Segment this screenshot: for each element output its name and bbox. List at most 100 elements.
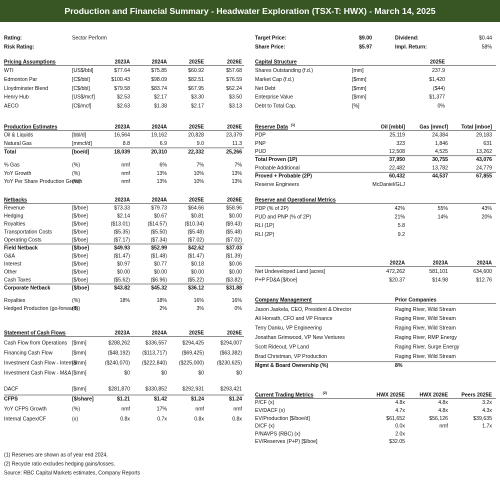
table-cell: $58.96 [226,205,242,211]
table-cell: 29,183 [476,133,492,139]
summary-cell: Rating: [4,35,22,41]
table-cell: $336,557 [145,340,167,346]
table-cell: ($1.48) [151,253,168,259]
table-cell: ($69,425) [182,350,204,356]
table-cell: PDP [255,133,266,139]
column-header: 2023A [115,124,131,130]
table-cell: EV/DACF (x) [255,408,285,414]
table-cell: (%) [72,298,80,304]
table-cell: Transportation Costs [4,229,52,235]
column-header: 2024A [477,260,493,266]
table-cell: Raging River, Wild Stream [395,307,456,313]
table-cell: Royalties [4,221,26,227]
table-cell: McDaniel/GLJ [372,182,405,188]
summary-cell: Share Price: [255,44,286,50]
column-header: 2025E [189,330,205,336]
title: Production and Financial Summary - Headw… [64,6,435,16]
table-cell: $42.62 [188,245,204,251]
table-cell: 3% [197,306,205,312]
table-cell: [$mm] [352,77,367,83]
column-header: 2024A [152,330,168,336]
table-cell: [C$/bbl] [72,77,90,83]
table-cell: 67,855 [476,174,492,180]
table-cell: Henry Hub [4,95,29,101]
table-cell: 0.8x [194,416,204,422]
table-cell: Shares Outstanding (f.d.) [255,68,313,74]
table-cell: 4.3x [482,408,492,414]
table-cell: $1.42 [154,396,167,402]
table-cell: 30,755 [432,157,448,163]
table-cell: Total Proven (1P) [255,157,298,163]
table-cell: 43% [482,206,493,212]
table-cell: YoY CFPS Growth [4,406,47,412]
table-cell: Raging River, Wild Stream [395,354,456,360]
column-header: Reserve Data [255,124,288,130]
table-cell: Financing Cash Flow [4,350,53,356]
table-cell: Mgmt & Board Ownership (%) [255,363,328,369]
table-cell: [$mm] [352,86,367,92]
table-cell: % Gas [4,163,20,169]
table-cell: $3.50 [229,95,242,101]
table-cell: Investment Cash Flow - Internal [4,360,77,366]
table-cell: $0.77 [154,261,167,267]
table-cell: 13% [157,171,168,177]
table-cell: Lloydminster Blend [4,86,48,92]
table-cell: $52.99 [151,245,167,251]
table-cell: 13% [157,179,168,185]
table-cell: Enterprise Value [255,95,293,101]
table-cell: 4.7x [395,408,405,414]
table-cell: $0 [161,370,167,376]
table-cell: $73.33 [114,205,130,211]
table-cell: $79.73 [151,205,167,211]
table-cell: 55% [438,206,449,212]
table-cell: YoY Growth [4,171,32,177]
summary-cell: Target Price: [255,35,287,41]
table-cell: $0.00 [154,269,167,275]
table-cell: Ali Horvath, CFO and VP Finance [255,316,333,322]
table-cell: ($3.82) [226,277,243,283]
table-cell: AECO [4,103,19,109]
table-cell: $288,262 [108,340,130,346]
table-cell: Jonathan Grimwood, VP New Ventures [255,335,345,341]
column-header: 2022A [390,260,406,266]
table-cell: WTI [4,68,14,74]
table-cell: $57.68 [226,68,242,74]
summary-cell: $9.00 [359,35,372,41]
table-cell: Net Debt [255,86,276,92]
table-cell: 1.7x [482,424,492,430]
table-cell: Hedged Production (go-forward) [4,306,78,312]
table-cell: EV/Reserves (P+P) [$/boe] [255,439,318,445]
table-cell: $64.66 [188,205,204,211]
column-header: Gas [mmcf] [419,124,448,130]
table-cell: $1.24 [229,396,242,402]
table-cell: $0.97 [117,261,130,267]
table-cell: $82.51 [188,77,204,83]
column-header: 2024A [152,59,168,65]
table-cell: $1,377 [429,95,445,101]
table-cell: $0.18 [191,261,204,267]
table-cell: 13% [232,179,243,185]
table-cell: (%) [72,179,80,185]
table-cell: ($5.22) [188,277,205,283]
column-header: 2023A [433,260,449,266]
table-cell: [$/boe] [72,213,88,219]
table-cell: ($1.47) [114,253,131,259]
table-cell: $293,421 [220,386,242,392]
table-cell: 2% [160,306,168,312]
table-cell: nmf [195,406,204,412]
table-cell: $294,007 [220,340,242,346]
column-header: Oil [mbbl] [381,124,405,130]
table-cell: ($5.48) [188,229,205,235]
table-cell: Raging River, Wild Stream [395,326,456,332]
table-cell: $45.32 [151,285,167,291]
table-cell: ($225,000) [179,360,204,366]
table-cell: 22,332 [188,149,204,155]
table-cell: Oil & Liquids [4,133,34,139]
table-cell: ($9.43) [226,221,243,227]
table-cell: 8% [395,363,403,369]
column-header: Production Estimates [4,124,57,130]
table-cell: Internal Capex/CF [4,416,46,422]
table-cell: ($63,382) [220,350,242,356]
table-cell: 43,076 [476,157,492,163]
table-cell: P+P FD&A [$/boe] [255,278,298,284]
